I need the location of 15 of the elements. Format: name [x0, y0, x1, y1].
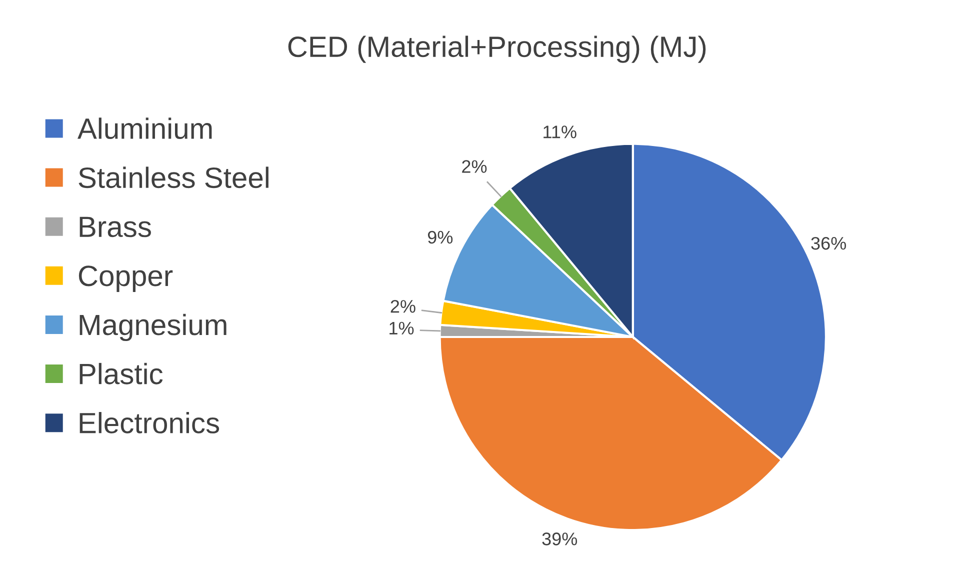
data-label: 9%: [428, 230, 453, 244]
legend-label: Electronics: [80, 412, 220, 434]
data-label: 1%: [390, 322, 414, 334]
legend-label: Brass: [80, 216, 151, 238]
data-label: 2%: [390, 300, 416, 313]
data-label: 2%: [462, 160, 487, 173]
legend-label: Magnesium: [80, 314, 226, 342]
legend-label: Copper: [78, 266, 173, 292]
legend-label: Plastic: [80, 362, 163, 384]
chart-title: CED (Material+Processing) (MJ): [288, 36, 706, 63]
legend-label: Stainless Steel: [78, 166, 268, 188]
data-label: 11%: [544, 126, 576, 138]
legend-label: Aluminium: [78, 118, 212, 140]
data-label: 36%: [811, 236, 846, 250]
data-label: 39%: [542, 532, 578, 546]
